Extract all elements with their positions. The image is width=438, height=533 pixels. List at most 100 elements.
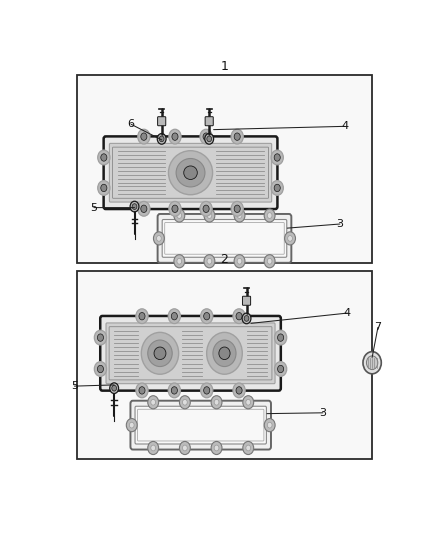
Circle shape (275, 361, 287, 376)
Circle shape (237, 213, 242, 219)
Circle shape (201, 309, 213, 324)
Circle shape (211, 395, 222, 409)
Circle shape (367, 356, 378, 369)
Circle shape (204, 387, 210, 394)
Circle shape (234, 205, 240, 213)
Circle shape (112, 385, 117, 391)
Circle shape (129, 422, 134, 428)
Ellipse shape (213, 340, 236, 367)
Circle shape (363, 352, 381, 374)
Circle shape (243, 395, 254, 409)
Circle shape (207, 259, 212, 264)
Circle shape (132, 204, 137, 209)
Circle shape (246, 399, 251, 405)
Circle shape (141, 205, 147, 213)
Circle shape (288, 236, 293, 241)
FancyBboxPatch shape (100, 316, 281, 391)
Circle shape (234, 209, 245, 222)
Circle shape (157, 134, 166, 144)
Circle shape (171, 312, 177, 320)
Circle shape (214, 399, 219, 405)
Circle shape (141, 133, 147, 140)
Circle shape (242, 313, 251, 324)
FancyBboxPatch shape (135, 406, 266, 444)
Circle shape (211, 441, 222, 455)
Text: 1: 1 (221, 60, 228, 73)
Circle shape (267, 259, 272, 264)
Circle shape (110, 383, 119, 393)
Circle shape (203, 205, 209, 213)
FancyBboxPatch shape (109, 327, 272, 380)
Circle shape (243, 441, 254, 455)
Circle shape (204, 312, 210, 320)
Circle shape (174, 209, 185, 222)
Ellipse shape (148, 340, 172, 367)
Circle shape (233, 309, 245, 324)
Circle shape (94, 330, 106, 345)
Circle shape (271, 181, 283, 195)
Circle shape (207, 136, 212, 142)
Circle shape (168, 383, 180, 398)
Circle shape (274, 184, 280, 192)
Circle shape (97, 365, 103, 373)
Text: 6: 6 (127, 119, 134, 130)
Circle shape (138, 130, 150, 144)
Circle shape (171, 387, 177, 394)
Bar (77, 271, 372, 459)
Circle shape (236, 312, 242, 320)
Ellipse shape (207, 333, 242, 374)
Circle shape (169, 130, 181, 144)
FancyBboxPatch shape (131, 401, 271, 449)
FancyBboxPatch shape (158, 214, 291, 263)
Circle shape (153, 232, 164, 245)
Circle shape (274, 154, 280, 161)
Circle shape (136, 309, 148, 324)
Circle shape (98, 181, 110, 195)
Circle shape (151, 445, 155, 451)
FancyBboxPatch shape (110, 143, 272, 202)
Circle shape (148, 395, 159, 409)
Ellipse shape (169, 151, 212, 195)
Circle shape (177, 259, 182, 264)
Circle shape (278, 365, 284, 373)
Circle shape (264, 209, 275, 222)
Circle shape (148, 441, 159, 455)
FancyBboxPatch shape (113, 147, 268, 198)
Circle shape (203, 133, 209, 140)
Circle shape (97, 334, 103, 341)
Circle shape (101, 154, 107, 161)
Circle shape (101, 184, 107, 192)
Circle shape (130, 201, 139, 212)
Circle shape (177, 213, 182, 219)
Circle shape (244, 316, 249, 321)
Circle shape (246, 445, 251, 451)
Circle shape (183, 399, 187, 405)
Text: 4: 4 (344, 308, 351, 318)
Circle shape (174, 255, 185, 268)
Circle shape (205, 134, 214, 144)
Circle shape (138, 201, 150, 216)
FancyBboxPatch shape (243, 296, 251, 305)
Circle shape (285, 232, 296, 245)
FancyBboxPatch shape (158, 117, 166, 126)
Ellipse shape (154, 347, 166, 360)
Circle shape (204, 255, 215, 268)
Circle shape (267, 422, 272, 428)
Circle shape (180, 395, 190, 409)
Circle shape (200, 130, 212, 144)
Circle shape (271, 150, 283, 165)
Bar (77, 75, 372, 263)
Circle shape (233, 383, 245, 398)
Circle shape (151, 399, 155, 405)
FancyBboxPatch shape (106, 323, 275, 384)
Circle shape (180, 441, 190, 455)
Text: 3: 3 (336, 219, 343, 229)
Circle shape (139, 312, 145, 320)
FancyBboxPatch shape (162, 220, 287, 257)
Text: 2: 2 (221, 253, 228, 266)
Ellipse shape (219, 347, 230, 360)
Circle shape (236, 387, 242, 394)
Text: 4: 4 (341, 122, 349, 131)
Circle shape (278, 334, 284, 341)
Circle shape (200, 201, 212, 216)
